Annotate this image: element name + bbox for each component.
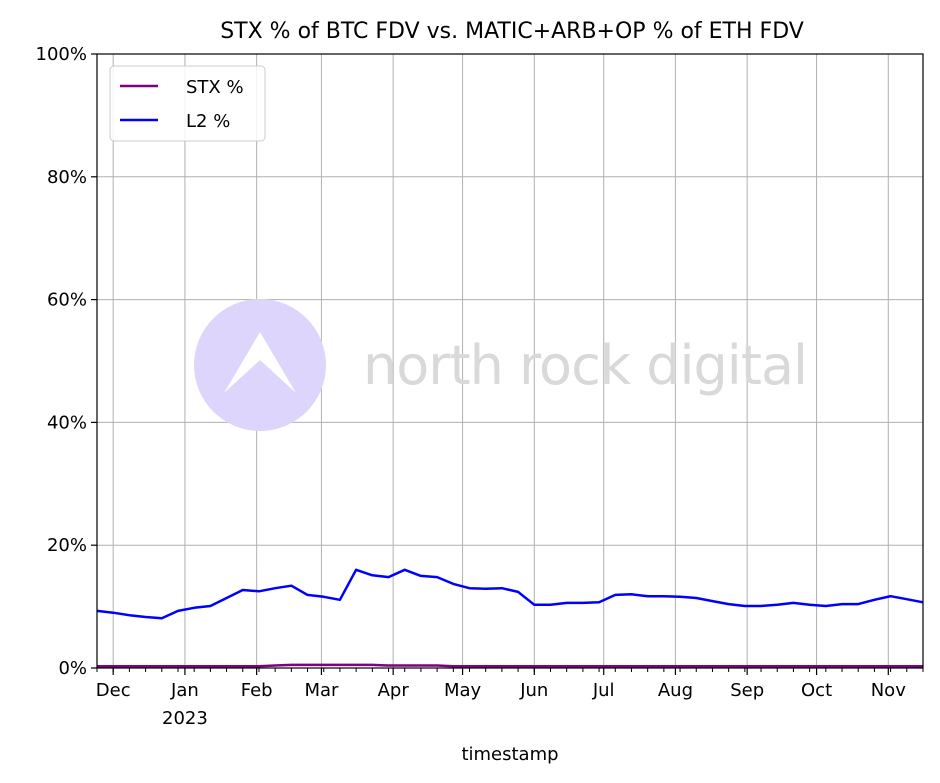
x-tick-label: Sep bbox=[730, 680, 764, 701]
x-tick-label: Apr bbox=[378, 680, 410, 701]
x-tick-label: May bbox=[444, 680, 482, 701]
plot-frame bbox=[96, 53, 924, 669]
y-tick-label: 80% bbox=[47, 167, 87, 188]
x-tick-label: Feb bbox=[241, 680, 273, 701]
series-line-stx bbox=[97, 663, 923, 668]
x-tick-label: Jan bbox=[170, 680, 199, 701]
series-line-l2 bbox=[96, 568, 924, 620]
legend: STX % L2 % bbox=[109, 65, 266, 142]
y-tick-label: 20% bbox=[47, 535, 87, 556]
x-tick-label: Dec bbox=[96, 680, 131, 701]
watermark-text: north rock digital bbox=[363, 334, 807, 397]
watermark-logo-arrow-icon bbox=[224, 332, 296, 393]
y-tick-label: 60% bbox=[47, 290, 87, 311]
series-lines bbox=[96, 568, 924, 668]
y-axis: 0% 20% 40% 60% 80% 100% bbox=[36, 44, 97, 679]
legend-label-stx: STX % bbox=[186, 77, 244, 98]
x-tick-label: Nov bbox=[871, 680, 906, 701]
watermark: north rock digital bbox=[194, 299, 808, 431]
x-tick-label: Aug bbox=[658, 680, 693, 701]
x-axis-label: timestamp bbox=[461, 744, 558, 765]
x-tick-sublabel: 2023 bbox=[162, 708, 208, 729]
x-tick-label: Oct bbox=[801, 680, 832, 701]
x-tick-label: Jun bbox=[519, 680, 548, 701]
y-tick-label: 40% bbox=[47, 412, 87, 433]
chart-title: STX % of BTC FDV vs. MATIC+ARB+OP % of E… bbox=[220, 19, 804, 44]
x-tick-label: Mar bbox=[304, 680, 339, 701]
x-tick-label: Jul bbox=[592, 680, 615, 701]
watermark-logo-circle bbox=[194, 299, 326, 431]
y-tick-label: 0% bbox=[58, 658, 87, 679]
x-axis: Dec Jan 2023 Feb Mar Apr May Jun Jul Aug Sep Oct Nov bbox=[96, 668, 924, 729]
y-tick-label: 100% bbox=[36, 44, 87, 65]
legend-label-l2: L2 % bbox=[186, 111, 230, 132]
